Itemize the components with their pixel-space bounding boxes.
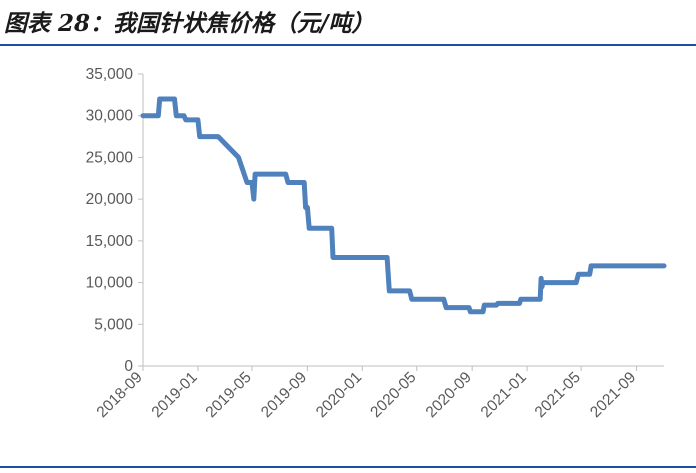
- x-tick-label: 2018-09: [94, 369, 146, 421]
- figure-title-bar: 图表 28：我国针状焦价格（元/吨）: [0, 0, 696, 44]
- x-tick-label: 2020-09: [423, 369, 475, 421]
- y-tick-label: 20,000: [86, 191, 134, 208]
- x-tick-label: 2021-01: [478, 369, 530, 421]
- x-tick-label: 2019-01: [149, 369, 201, 421]
- x-tick-label: 2021-09: [587, 369, 639, 421]
- title-divider: [0, 44, 696, 46]
- y-tick-label: 5,000: [94, 316, 133, 333]
- axes: [142, 74, 664, 367]
- figure-title: 图表 28：我国针状焦价格（元/吨）: [4, 10, 375, 37]
- x-tick-label: 2021-05: [532, 369, 584, 421]
- bottom-divider: [0, 466, 696, 468]
- price-series-line: [140, 96, 667, 315]
- x-tick-label: 2019-09: [258, 369, 310, 421]
- y-tick-label: 15,000: [86, 233, 134, 250]
- x-axis-ticks: 2018-09 2019-01 2019-05 2019-09 2020-01 2020-…: [94, 366, 639, 421]
- series-group: [140, 96, 667, 315]
- y-axis-ticks: 0 5,000 10,000 15,000 20,000 25,000 30,000 35,0…: [86, 66, 143, 375]
- y-tick-label: 30,000: [86, 108, 134, 125]
- y-tick-label: 10,000: [86, 275, 134, 292]
- x-tick-label: 2020-05: [367, 369, 419, 421]
- x-tick-label: 2020-01: [313, 369, 365, 421]
- x-tick-label: 2019-05: [203, 369, 255, 421]
- y-tick-label: 0: [124, 358, 133, 375]
- y-tick-label: 35,000: [86, 66, 134, 83]
- y-tick-label: 25,000: [86, 149, 134, 166]
